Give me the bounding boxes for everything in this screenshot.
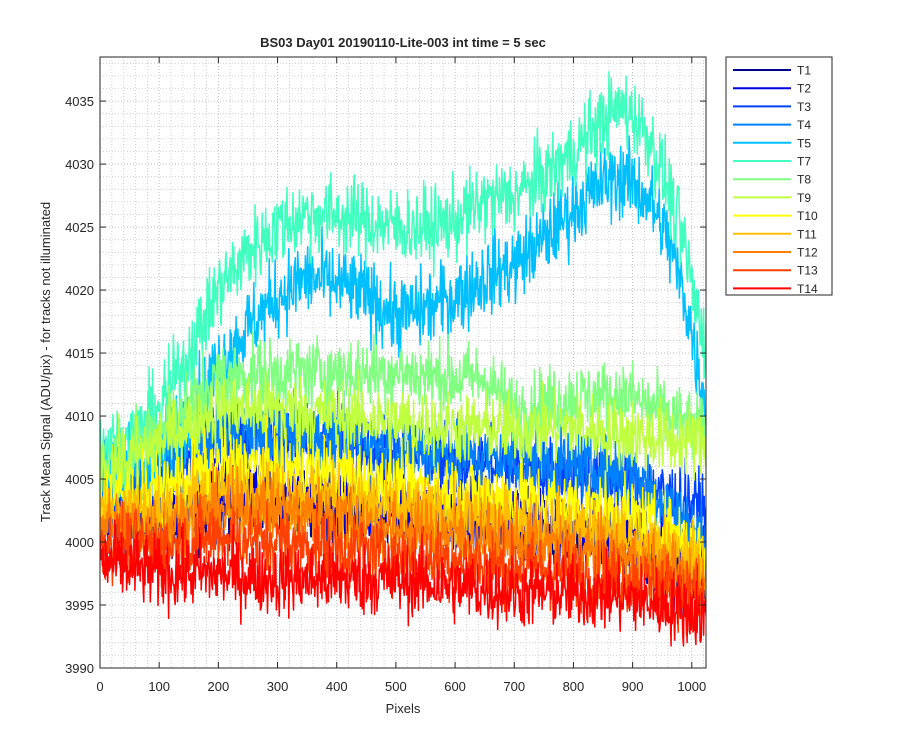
series-line-t11	[100, 447, 706, 599]
y-axis-ticks: 3990 3995 4000 4005 4010 4015 4020 4025 4030 4035	[65, 94, 706, 676]
chart-title: BS03 Day01 20190110-Lite-003 int time = …	[260, 35, 546, 50]
series-line-t9	[100, 369, 706, 517]
x-tick-label: 400	[326, 679, 348, 694]
legend-label-t4: T4	[797, 118, 811, 132]
x-axis-ticks: 0 100 200 300 400 500 600 700 800 900 1000	[96, 57, 706, 694]
legend-label-t14: T14	[797, 282, 818, 296]
series-line-t7	[100, 71, 706, 496]
x-tick-label: 200	[208, 679, 230, 694]
legend-label-t9: T9	[797, 191, 811, 205]
y-tick-label: 4020	[65, 283, 94, 298]
legend-label-t12: T12	[797, 246, 818, 260]
x-tick-label: 300	[267, 679, 289, 694]
legend-label-t1: T1	[797, 64, 811, 78]
y-tick-label: 4035	[65, 94, 94, 109]
x-tick-label: 500	[385, 679, 407, 694]
x-tick-label: 700	[503, 679, 525, 694]
axes-box	[99, 56, 707, 669]
legend: T1 T2 T3 T4 T5 T7 T8 T9 T10 T11 T12 T13 T14	[725, 56, 833, 296]
legend-label-t11: T11	[797, 227, 817, 241]
legend-label-t3: T3	[797, 100, 811, 114]
y-tick-label: 3995	[65, 598, 94, 613]
x-tick-label: 100	[148, 679, 170, 694]
y-tick-label: 4010	[65, 409, 94, 424]
y-tick-label: 4000	[65, 535, 94, 550]
legend-label-t7: T7	[797, 155, 811, 169]
x-tick-label: 800	[563, 679, 585, 694]
y-tick-label: 4015	[65, 346, 94, 361]
y-tick-label: 4005	[65, 472, 94, 487]
x-tick-label: 600	[444, 679, 466, 694]
series-line-t14	[100, 519, 706, 647]
x-tick-label: 900	[622, 679, 644, 694]
y-tick-label: 4025	[65, 220, 94, 235]
x-axis-label: Pixels	[386, 701, 421, 716]
x-tick-label: 0	[96, 679, 103, 694]
y-tick-label: 3990	[65, 661, 94, 676]
legend-label-t8: T8	[797, 173, 811, 187]
legend-label-t10: T10	[797, 209, 818, 223]
y-tick-label: 4030	[65, 157, 94, 172]
legend-label-t2: T2	[797, 82, 811, 96]
series-layer	[100, 71, 706, 647]
legend-box	[725, 56, 833, 296]
x-tick-label: 1000	[677, 679, 706, 694]
legend-label-t13: T13	[797, 264, 818, 278]
legend-label-t5: T5	[797, 136, 811, 150]
y-axis-label: Track Mean Signal (ADU/pix) - for tracks…	[38, 202, 53, 522]
